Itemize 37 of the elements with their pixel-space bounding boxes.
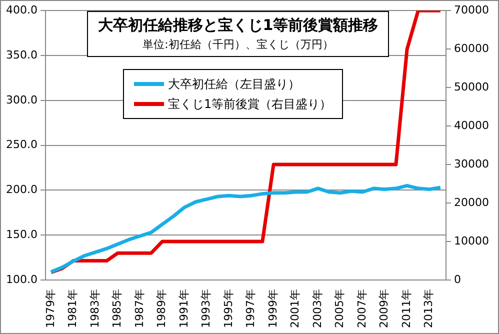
- x-tick-label: 1983年: [88, 289, 102, 328]
- x-tick-label: 2003年: [310, 289, 324, 328]
- y2-tick-label: 40000: [454, 118, 490, 132]
- y-tick-label: 150.0: [6, 228, 38, 241]
- x-tick-label: 1979年: [44, 289, 57, 328]
- legend-label: 大卒初任給（左目盛り）: [168, 76, 300, 93]
- legend-label: 宝くじ1等前後賞（右目盛り）: [168, 96, 332, 113]
- x-tick-label: 1993年: [200, 289, 213, 328]
- y2-tick-label: 30000: [454, 157, 490, 170]
- y2-tick-label: 20000: [454, 196, 490, 209]
- x-tick-label: 1995年: [222, 289, 235, 328]
- x-tick-label: 2013年: [422, 289, 436, 328]
- x-tick-label: 2007年: [355, 289, 368, 328]
- x-tick-label: 2011年: [400, 289, 413, 328]
- y2-tick-label: 10000: [454, 234, 490, 248]
- x-tick-label: 1987年: [132, 289, 146, 328]
- x-tick-label: 1985年: [110, 289, 124, 328]
- x-tick-label: 2005年: [333, 289, 346, 328]
- y-tick-label: 200.0: [6, 183, 38, 196]
- x-tick-label: 2009年: [378, 289, 391, 328]
- x-tick-label: 1989年: [155, 289, 168, 328]
- x-tick-label: 2001年: [288, 289, 302, 328]
- x-tick-label: 1981年: [66, 289, 80, 328]
- chart-title: 大卒初任給推移と宝くじ1等前後賞額推移: [96, 16, 380, 35]
- y-tick-label: 300.0: [6, 93, 38, 106]
- y2-tick-label: 60000: [454, 42, 490, 55]
- y-tick-label: 400.0: [6, 3, 38, 16]
- y2-tick-label: 70000: [454, 3, 490, 16]
- text: 単位:初任給（千円）、宝くじ（万円）: [142, 37, 334, 52]
- y2-tick-label: 50000: [454, 80, 490, 94]
- y-tick-label: 250.0: [6, 138, 38, 152]
- x-tick-label: 1997年: [244, 289, 258, 328]
- y-tick-label: 350.0: [6, 48, 38, 62]
- x-tick-label: 1999年: [266, 289, 280, 328]
- x-tick-label: 1991年: [177, 289, 190, 328]
- y-tick-label: 100.0: [6, 272, 38, 286]
- y2-tick-label: 0: [454, 272, 462, 286]
